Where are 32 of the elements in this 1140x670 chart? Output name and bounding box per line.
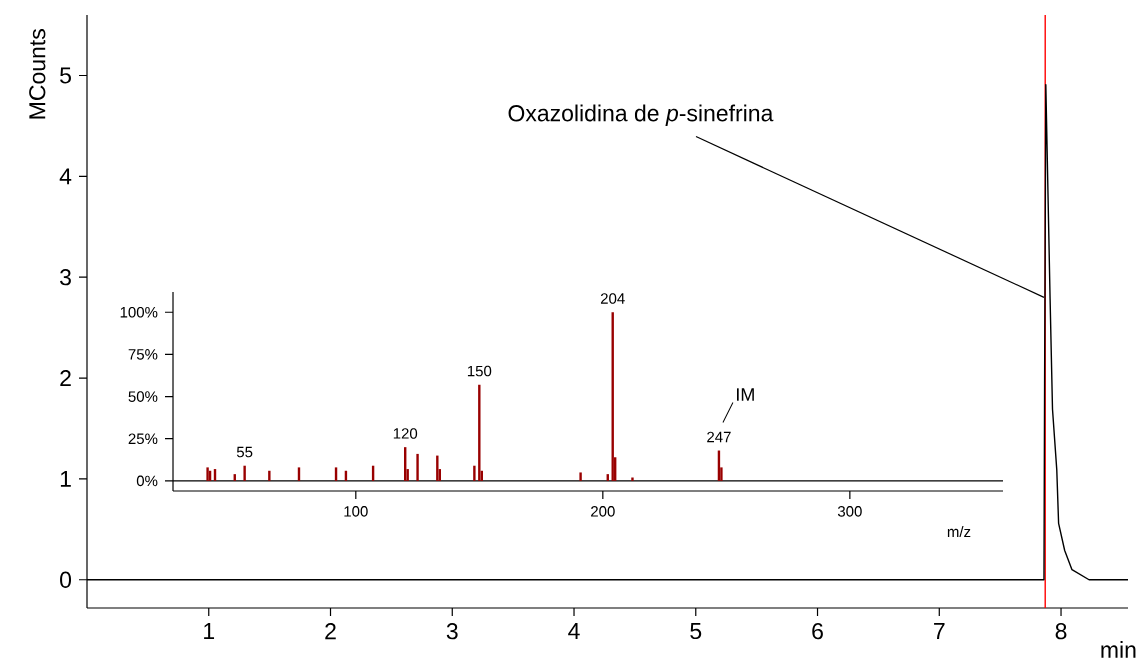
x-tick-label: 1 bbox=[204, 623, 215, 639]
y-tick-label: 0 bbox=[60, 571, 72, 588]
x-tick-label: 4 bbox=[568, 623, 580, 639]
annotation: 55 bbox=[236, 446, 253, 458]
y-tick-label: 25% bbox=[128, 433, 158, 445]
y-tick-label: 4 bbox=[59, 168, 72, 185]
y-tick-label: 3 bbox=[60, 269, 71, 286]
x-axis-title: m/z bbox=[947, 526, 971, 538]
y-axis-title: MCounts bbox=[29, 29, 46, 119]
x-tick-label: 100 bbox=[344, 506, 368, 517]
y-tick-label: 5 bbox=[60, 67, 71, 84]
y-tick-label: 75% bbox=[128, 349, 158, 360]
x-tick-label: 6 bbox=[812, 623, 823, 640]
x-tick-label: 5 bbox=[690, 623, 702, 640]
annotation: IM bbox=[737, 388, 754, 401]
x-tick-label: 2 bbox=[325, 623, 336, 640]
x-axis-title: min bbox=[1101, 641, 1136, 658]
annotation: 204 bbox=[600, 293, 625, 304]
y-tick-label: 0% bbox=[136, 475, 158, 487]
annotation: 247 bbox=[707, 431, 731, 443]
x-tick-label: 200 bbox=[591, 506, 615, 517]
y-tick-label: 100% bbox=[120, 306, 158, 318]
x-tick-label: 3 bbox=[446, 623, 458, 640]
x-tick-label: 7 bbox=[934, 623, 945, 639]
x-tick-label: 300 bbox=[837, 506, 862, 517]
y-tick-label: 50% bbox=[128, 391, 158, 402]
annotation: 150 bbox=[467, 365, 492, 377]
y-tick-label: 2 bbox=[60, 370, 71, 387]
annotation: Oxazolidina de p-sinefrina bbox=[508, 104, 774, 126]
annotation: 120 bbox=[393, 428, 418, 439]
x-tick-label: 8 bbox=[1055, 623, 1067, 640]
y-tick-label: 1 bbox=[60, 471, 71, 487]
